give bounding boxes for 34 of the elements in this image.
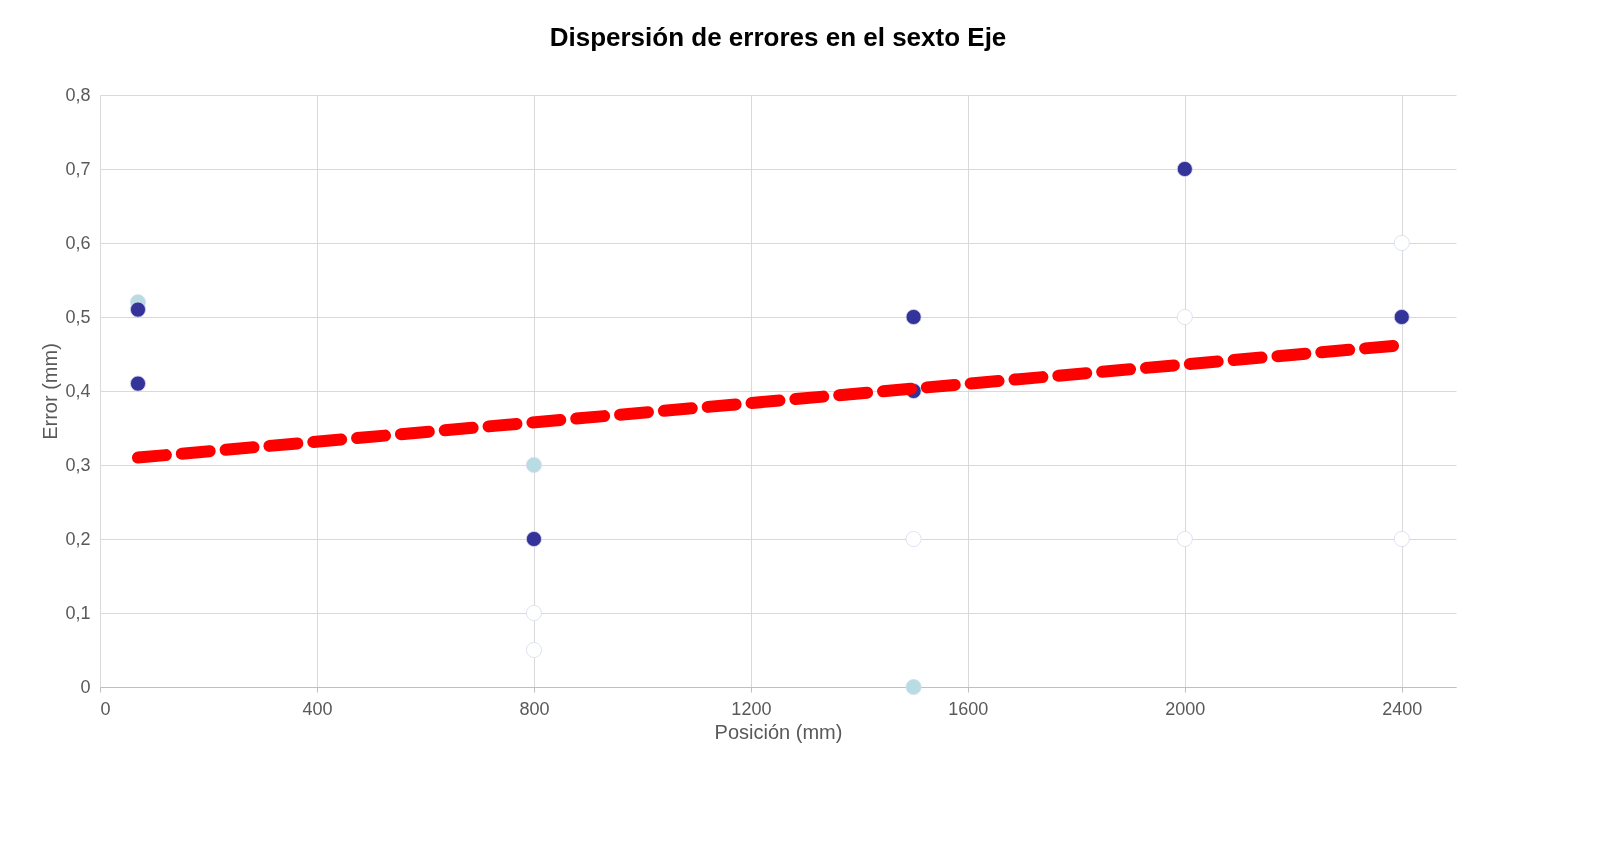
point [129,301,146,318]
y-tick-label: 0,6 [65,232,91,253]
y-tick-label: 0 [80,676,91,697]
x-tick-label: 400 [302,698,333,719]
y-tick-label: 0,5 [65,306,91,327]
x-tick-label: 800 [519,698,550,719]
y-tick-label: 0,2 [65,528,91,549]
y-axis-title: Error (mm) [39,343,62,440]
point [1393,309,1410,325]
point [1393,531,1410,547]
y-tick-label: 0,4 [65,380,91,401]
y-tick-label: 0,7 [65,158,91,179]
point [905,309,922,325]
y-tick-label: 0,1 [65,602,91,623]
x-tick-label: 0 [100,698,111,719]
point [525,531,542,547]
x-tick-label: 2000 [1165,698,1206,719]
point [1176,531,1193,547]
chart-title: Dispersión de errores en el sexto Eje [549,22,1007,52]
point [905,531,922,547]
x-axis-title: Posición (mm) [714,720,843,743]
point [1393,235,1410,251]
x-tick-label: 1600 [948,698,989,719]
y-tick-label: 0,8 [65,84,91,105]
point [525,642,542,658]
point [905,679,922,695]
point [1176,161,1193,177]
x-tick-label: 2400 [1382,698,1423,719]
point [525,457,542,473]
point [129,375,146,392]
y-tick-label: 0,3 [65,454,91,475]
x-tick-label: 1200 [731,698,772,719]
point [1176,309,1193,325]
point [525,605,542,621]
